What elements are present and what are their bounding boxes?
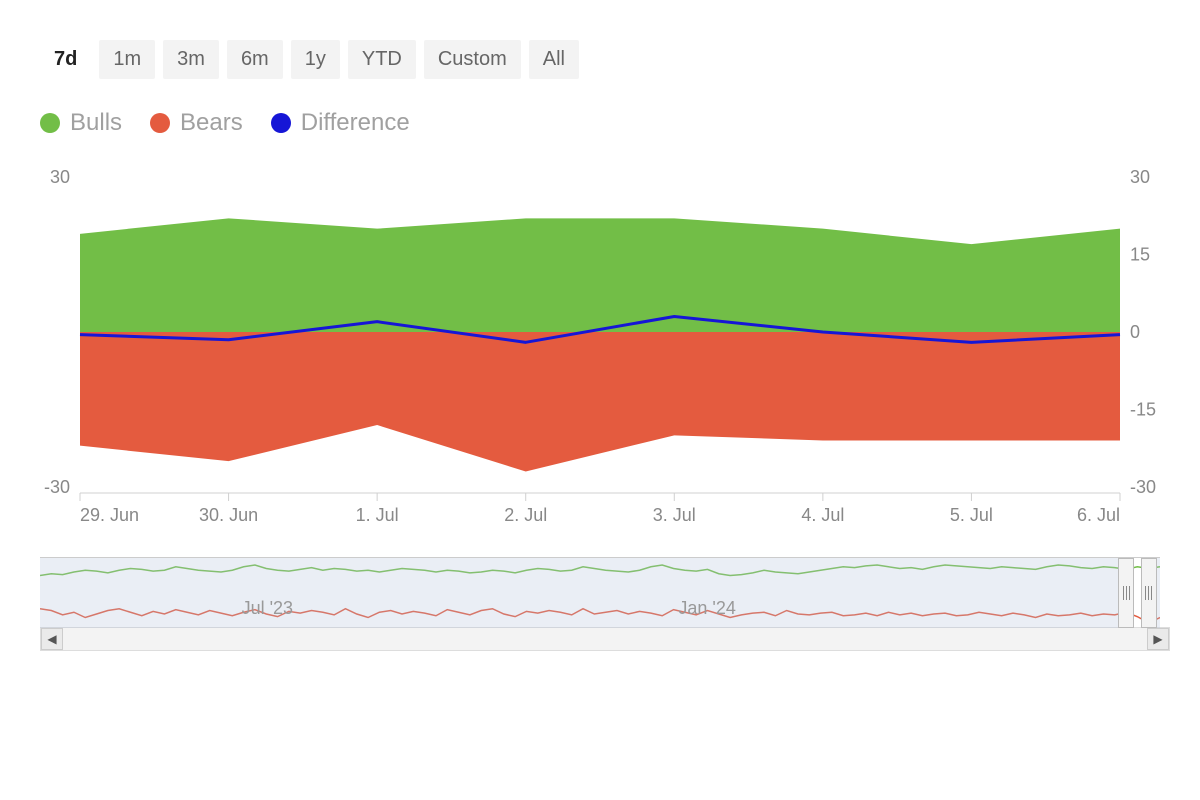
legend-item-bears[interactable]: Bears: [150, 109, 243, 137]
y-left-label: 30: [50, 167, 70, 187]
x-axis-label: 30. Jun: [199, 505, 258, 525]
legend-label: Bears: [180, 109, 243, 137]
x-axis-label: 4. Jul: [801, 505, 844, 525]
range-selector: 7d1m3m6m1yYTDCustomAll: [40, 40, 1170, 79]
legend-label: Bulls: [70, 109, 122, 137]
range-button-1m[interactable]: 1m: [99, 40, 155, 79]
scrollbar[interactable]: ◀ ▶: [40, 627, 1170, 651]
range-button-ytd[interactable]: YTD: [348, 40, 416, 79]
main-chart: 30 -30 30 15 0 -15 -30 29. Jun 30. Jun 1. Jul 2. J…: [40, 167, 1170, 527]
grip-icon: [1145, 586, 1146, 600]
grip-icon: [1123, 586, 1124, 600]
y-right-label: -30: [1130, 477, 1156, 497]
x-axis-label: 3. Jul: [653, 505, 696, 525]
scroll-right-button[interactable]: ▶: [1147, 628, 1169, 650]
legend-item-difference[interactable]: Difference: [271, 109, 410, 137]
range-button-all[interactable]: All: [529, 40, 579, 79]
chevron-left-icon: ◀: [47, 632, 56, 646]
x-axis-label: 5. Jul: [950, 505, 993, 525]
nav-mask-left[interactable]: [40, 558, 1126, 628]
range-button-3m[interactable]: 3m: [163, 40, 219, 79]
x-axis-label: 6. Jul: [1077, 505, 1120, 525]
x-axis-label: 29. Jun: [80, 505, 139, 525]
chart-container: 7d1m3m6m1yYTDCustomAll Bulls Bears Differe…: [0, 0, 1200, 800]
legend-dot-icon: [271, 113, 291, 133]
chevron-right-icon: ▶: [1153, 632, 1162, 646]
range-button-1y[interactable]: 1y: [291, 40, 340, 79]
scroll-left-button[interactable]: ◀: [41, 628, 63, 650]
y-right-label: 15: [1130, 245, 1150, 265]
x-axis-label: 1. Jul: [356, 505, 399, 525]
y-right-label: -15: [1130, 400, 1156, 420]
grip-icon: [1129, 586, 1130, 600]
bears-area: [80, 332, 1120, 472]
grip-icon: [1126, 586, 1127, 600]
nav-handle-left[interactable]: [1118, 558, 1134, 628]
nav-handle-right[interactable]: [1141, 558, 1157, 628]
chart-svg: 30 -30 30 15 0 -15 -30 29. Jun 30. Jun 1. Jul 2. J…: [40, 167, 1160, 547]
range-button-7d[interactable]: 7d: [40, 40, 91, 79]
legend-dot-icon: [40, 113, 60, 133]
legend-label: Difference: [301, 109, 410, 137]
legend-item-bulls[interactable]: Bulls: [40, 109, 122, 137]
y-right-label: 0: [1130, 322, 1140, 342]
x-axis-label: 2. Jul: [504, 505, 547, 525]
y-right-label: 30: [1130, 167, 1150, 187]
navigator[interactable]: Jul '23 Jan '24: [40, 557, 1160, 627]
y-left-label: -30: [44, 477, 70, 497]
legend: Bulls Bears Difference: [40, 109, 1170, 137]
nav-date-label: Jan '24: [678, 598, 735, 619]
nav-date-label: Jul '23: [242, 598, 293, 619]
range-button-custom[interactable]: Custom: [424, 40, 521, 79]
legend-dot-icon: [150, 113, 170, 133]
range-button-6m[interactable]: 6m: [227, 40, 283, 79]
grip-icon: [1148, 586, 1149, 600]
navigator-wrap: Jul '23 Jan '24 ◀ ▶: [40, 557, 1170, 651]
bulls-area: [80, 218, 1120, 332]
grip-icon: [1151, 586, 1152, 600]
